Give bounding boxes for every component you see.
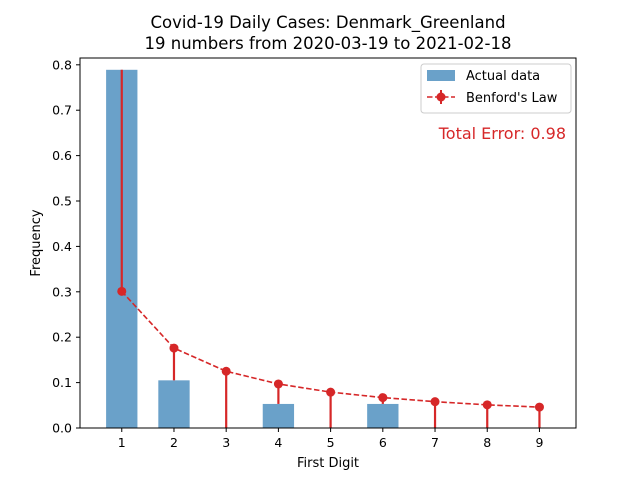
x-tick-label: 4 [274, 435, 282, 450]
benford-point-digit-7 [430, 397, 440, 407]
legend: Actual data Benford's Law [420, 63, 572, 114]
x-tick-label: 1 [118, 435, 126, 450]
y-tick-label: 0.2 [52, 330, 72, 345]
legend-swatch-benford-marker [436, 92, 446, 102]
axes: 1 2 3 4 5 6 7 8 9 0.0 0.1 0.2 0.3 0.4 0.5 0.6 0.7 0.8 [52, 57, 543, 450]
bar-digit-4 [262, 403, 295, 428]
x-tick-label: 2 [170, 435, 178, 450]
y-tick-label: 0.5 [52, 194, 72, 209]
y-tick-label: 0.4 [52, 239, 72, 254]
benford-point-digit-9 [534, 402, 544, 412]
y-tick-label: 0.0 [52, 421, 72, 436]
x-tick-label: 6 [379, 435, 387, 450]
legend-label-benford: Benford's Law [466, 91, 558, 106]
x-axis-label: First Digit [297, 456, 359, 471]
y-tick-label: 0.3 [52, 284, 72, 299]
y-tick-label: 0.6 [52, 148, 72, 163]
benford-point-digit-2 [169, 343, 179, 353]
plot-frame [79, 57, 577, 429]
x-tick-label: 3 [222, 435, 230, 450]
total-error-annotation: Total Error: 0.98 [438, 124, 566, 143]
x-tick-label: 7 [431, 435, 439, 450]
y-tick-label: 0.7 [52, 103, 72, 118]
benford-point-digit-5 [326, 387, 336, 397]
legend-box [420, 63, 572, 114]
chart-subtitle: 19 numbers from 2020-03-19 to 2021-02-18 [145, 34, 512, 53]
plot-area [106, 69, 544, 428]
benford-point-digit-6 [378, 393, 388, 403]
y-tick-label: 0.1 [52, 375, 72, 390]
bar-digit-6 [367, 403, 399, 428]
x-tick-label: 5 [327, 435, 335, 450]
chart-title: Covid-19 Daily Cases: Denmark_Greenland [150, 13, 505, 33]
x-tick-label: 8 [483, 435, 491, 450]
benford-point-digit-8 [482, 400, 492, 410]
benford-point-digit-4 [273, 379, 283, 389]
legend-swatch-actual [427, 70, 455, 81]
y-axis-label: Frequency [29, 209, 44, 276]
y-tick-label: 0.8 [52, 57, 72, 72]
benford-point-digit-1 [117, 286, 127, 296]
benford-point-digit-3 [221, 366, 231, 376]
legend-label-actual: Actual data [466, 69, 540, 84]
bar-digit-2 [158, 380, 190, 428]
x-tick-label: 9 [535, 435, 543, 450]
